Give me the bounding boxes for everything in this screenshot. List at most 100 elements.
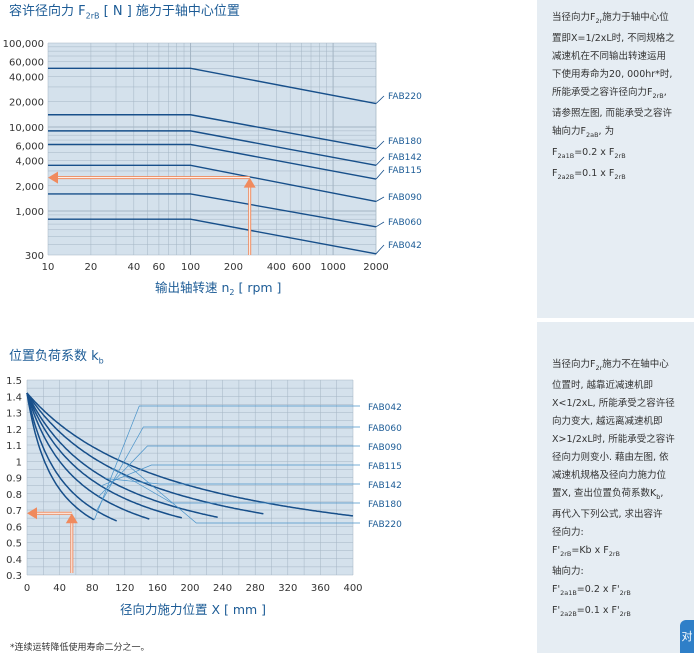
bottom-note-line: 当径向力F2r施力不在轴中心 [552, 356, 684, 377]
top-y-tick-label: 20,000 [9, 98, 44, 109]
bottom-series-leader [111, 468, 360, 504]
bottom-note-line-part: 减速机规格及径向力施力位 [552, 469, 667, 481]
top-series-leader [375, 196, 385, 202]
bottom-x-tick-label: 200 [180, 583, 199, 594]
top-series-line [48, 130, 377, 167]
top-x-tick-label: 40 [127, 262, 140, 273]
top-series-line [48, 114, 377, 150]
bottom-note-line-part: 2a2B [560, 609, 577, 618]
bottom-series-curve [26, 392, 117, 522]
bottom-note-line-part: F' [552, 583, 561, 595]
bottom-note-line-part: 向力变大, 越远离减速机即 [552, 415, 663, 427]
top-note-line-part: 2rB [614, 172, 626, 181]
bottom-note-line-part: , [660, 487, 664, 499]
bottom-y-tick-label: 1.5 [6, 376, 22, 387]
bottom-note-line-part: 2rB [619, 609, 631, 618]
bottom-x-tick-label: 120 [115, 583, 134, 594]
bottom-note-line-part: 2rB [619, 588, 631, 597]
top-y-tick-label: 40,000 [9, 72, 44, 83]
top-note-line: 置即X=1/2xL时, 不同规格之 [552, 30, 684, 48]
top-arrow-head-left [48, 171, 58, 184]
bottom-y-tick-label: 0.9 [6, 474, 22, 485]
top-series-label: FAB142 [388, 153, 422, 163]
bottom-note-line-part: =0.2 x F' [576, 583, 620, 595]
top-series-label: FAB042 [388, 241, 422, 251]
bottom-tick-labels: 0 40 80 120 160 200 240 280 320 360 400 0.3 0.4 0.5 0.… [6, 376, 362, 594]
bottom-note-line: X>1/2xL时, 所能承受之容许 [552, 431, 684, 449]
bottom-note-line: 位置时, 越靠近减速机即 [552, 377, 684, 395]
top-chart: 10 20 40 60 100 200 400 600 1000 2000 300 1,000 2,00… [3, 39, 422, 297]
top-x-tick-label: 1000 [320, 262, 345, 273]
bottom-arrow-head-up [65, 513, 78, 524]
top-chart-title: 容许径向力 F2rB [ N ] 施力于轴中心位置 [9, 0, 240, 21]
top-x-tick-label: 600 [292, 262, 311, 273]
top-y-tick-label: 4,000 [15, 156, 44, 167]
bottom-note-line: 轴向力: [552, 563, 684, 581]
bottom-note-line-part: 置X, 查出位置负荷系数K [552, 487, 657, 499]
top-note-line-part: 置即X=1/2xL时, 不同规格之 [552, 32, 675, 44]
footnote: *连续运转降低使用寿命二分之一。 [10, 643, 150, 653]
bottom-series-label: FAB090 [368, 443, 402, 453]
top-note-line: F2a1B=0.2 x F2rB [552, 144, 684, 165]
top-y-tick-label: 300 [25, 251, 44, 262]
top-series-label: FAB115 [388, 166, 422, 176]
bottom-note-line-part: 轴向力: [552, 565, 584, 577]
bottom-y-tick-label: 0.3 [6, 571, 22, 582]
bottom-note-line: 径向力则变小. 藉由左图, 依 [552, 449, 684, 467]
bottom-y-tick-label: 1 [16, 457, 22, 468]
top-note-line-part: 2rB [652, 91, 664, 100]
bottom-note-line-part: =0.1 x F' [576, 604, 620, 616]
top-note-line-part: 请参照左图, 而能承受之容许 [552, 107, 673, 119]
bottom-grid [26, 379, 354, 576]
bottom-x-tick-label: 80 [86, 583, 99, 594]
top-series-leader [375, 169, 385, 180]
bottom-y-tick-label: 1.4 [6, 392, 22, 403]
top-series-leader [375, 140, 385, 150]
top-note-line-part: F [552, 146, 558, 158]
bottom-note-line-part: 位置时, 越靠近减速机即 [552, 379, 654, 391]
top-note-line: F2a2B=0.1 x F2rB [552, 165, 684, 186]
top-note-line-part: 下使用寿命为20, 000hr*时, [552, 68, 673, 80]
bottom-x-tick-label: 240 [213, 583, 232, 594]
top-y-tick-label: 60,000 [9, 58, 44, 69]
bottom-x-tick-label: 160 [148, 583, 167, 594]
top-y-tick-label: 6,000 [15, 142, 44, 153]
top-series-leader [375, 156, 385, 166]
top-note-line: 减速机在不同输出转速运用 [552, 48, 684, 66]
bottom-note-line-part: 施力不在轴中心 [602, 359, 669, 370]
top-note-line-part: =0.1 x F [574, 167, 615, 179]
bottom-chart-title: 位置负荷系数 kb [9, 345, 104, 366]
top-series-label: FAB220 [388, 92, 422, 102]
bottom-note-line: 置X, 查出位置负荷系数Kb, [552, 485, 684, 506]
top-tick-labels: 10 20 40 60 100 200 400 600 1000 2000 300 1,000 2,00… [3, 39, 389, 273]
bottom-series-curve [26, 392, 218, 519]
bottom-x-axis-label: 径向力施力位置 X [ mm ] [120, 602, 266, 617]
bottom-x-tick-label: 400 [343, 583, 362, 594]
top-note-line-part: 施力于轴中心位 [602, 12, 669, 23]
top-note-line-part: 2a1B [557, 151, 575, 160]
bottom-series-label: FAB180 [368, 500, 402, 510]
top-series-leader [375, 221, 385, 228]
bottom-series-leader [105, 478, 360, 485]
bottom-series-curve [26, 392, 95, 521]
bottom-title-sub: b [98, 356, 104, 366]
corner-tab[interactable]: 对 [680, 620, 694, 653]
bottom-y-tick-label: 1.2 [6, 425, 22, 436]
top-series-line [48, 164, 377, 203]
top-note-line: 所能承受之容许径向力F2rB, [552, 84, 684, 105]
top-title-sub: 2rB [85, 11, 100, 21]
bottom-y-tick-label: 0.7 [6, 506, 22, 517]
top-series-label: FAB090 [388, 193, 422, 203]
top-note-line-part: 轴向力F [552, 125, 586, 137]
bottom-note-line: F'2a2B=0.1 x F'2rB [552, 602, 684, 623]
bottom-series-leader [93, 405, 360, 521]
bottom-reading-arrow [27, 507, 78, 573]
bottom-arrow-head-left [27, 507, 37, 520]
bottom-note-line-part: X>1/2xL时, 所能承受之容许 [552, 433, 675, 445]
top-series-line [48, 67, 377, 105]
top-title-suffix: [ N ] 施力于轴中心位置 [99, 4, 240, 19]
top-x-tick-label: 10 [42, 262, 55, 273]
bottom-series-leader [125, 463, 360, 524]
bottom-curves [26, 392, 354, 522]
top-x-tick-label: 400 [267, 262, 286, 273]
